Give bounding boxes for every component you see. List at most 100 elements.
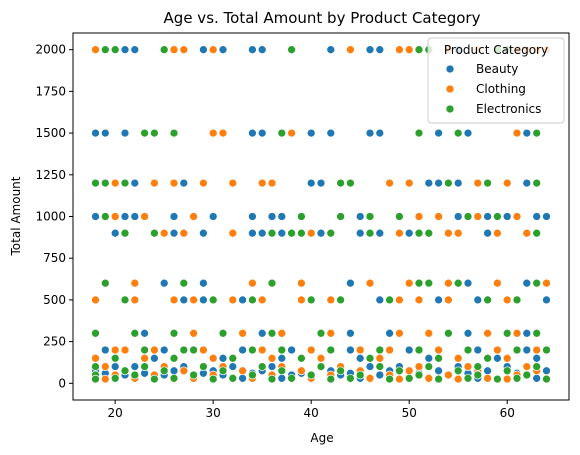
data-point-beauty-24	[130, 178, 140, 188]
data-point-clothing-135	[453, 374, 463, 384]
data-point-beauty-105	[169, 366, 179, 376]
data-point-clothing-104	[522, 362, 532, 371]
data-point-beauty-5	[248, 45, 257, 55]
data-point-clothing-74	[395, 328, 404, 338]
data-point-electronics-100	[130, 370, 140, 380]
data-point-clothing-53	[365, 278, 375, 288]
data-point-electronics-40	[100, 278, 110, 288]
data-point-clothing-129	[100, 374, 110, 384]
data-point-electronics-25	[336, 212, 345, 221]
data-point-electronics-110	[228, 373, 238, 383]
data-point-clothing-63	[257, 295, 267, 305]
data-point-electronics-122	[434, 374, 443, 384]
data-point-beauty-32	[91, 212, 100, 221]
data-point-electronics-38	[424, 228, 434, 238]
data-point-clothing-68	[444, 295, 453, 305]
data-point-electronics-34	[297, 228, 306, 238]
data-point-beauty-98	[267, 362, 277, 371]
y-axis-label: Total Amount	[9, 176, 23, 256]
data-point-clothing-7	[404, 45, 414, 55]
data-point-beauty-34	[130, 212, 140, 221]
data-point-electronics-26	[365, 212, 375, 221]
data-point-electronics-63	[532, 328, 542, 338]
legend-marker-beauty	[445, 64, 455, 74]
data-point-electronics-94	[277, 366, 287, 376]
data-point-electronics-111	[287, 373, 296, 383]
data-point-electronics-83	[140, 362, 149, 371]
data-point-electronics-95	[336, 366, 345, 376]
data-point-electronics-79	[365, 353, 375, 363]
data-point-electronics-54	[512, 295, 522, 305]
data-point-beauty-127	[375, 370, 385, 380]
data-point-beauty-68	[375, 295, 385, 305]
data-point-electronics-2	[159, 45, 169, 55]
data-point-beauty-39	[277, 212, 287, 221]
data-point-beauty-15	[257, 128, 267, 138]
data-point-electronics-35	[326, 228, 336, 238]
data-point-beauty-52	[316, 228, 326, 238]
data-point-clothing-16	[287, 128, 296, 138]
data-point-electronics-51	[336, 295, 345, 305]
data-point-beauty-75	[385, 328, 394, 338]
data-point-electronics-78	[297, 353, 306, 363]
data-point-beauty-56	[483, 228, 492, 238]
data-point-clothing-30	[502, 178, 512, 188]
y-tick-label: 1250	[35, 168, 66, 182]
data-point-beauty-64	[179, 295, 189, 305]
x-tick-label: 20	[108, 406, 123, 420]
data-point-electronics-48	[208, 295, 218, 305]
data-point-beauty-91	[424, 353, 434, 363]
data-point-clothing-125	[365, 373, 375, 383]
data-point-electronics-98	[502, 366, 512, 376]
data-point-electronics-70	[375, 345, 385, 355]
data-point-beauty-42	[483, 212, 492, 221]
data-point-clothing-55	[444, 278, 453, 288]
data-point-electronics-55	[91, 328, 100, 338]
data-point-electronics-85	[257, 362, 267, 371]
data-point-electronics-50	[306, 295, 316, 305]
data-point-clothing-61	[189, 295, 198, 305]
data-point-beauty-53	[355, 228, 365, 238]
data-point-clothing-45	[395, 228, 404, 238]
data-point-clothing-84	[355, 345, 365, 355]
data-point-electronics-75	[110, 353, 120, 363]
data-point-electronics-116	[91, 374, 100, 384]
data-point-beauty-49	[248, 228, 257, 238]
data-point-clothing-64	[297, 295, 306, 305]
data-point-clothing-77	[512, 328, 522, 338]
data-point-electronics-17	[120, 178, 130, 188]
data-point-clothing-93	[316, 353, 326, 363]
legend-label-electronics: Electronics	[476, 102, 541, 116]
data-point-beauty-48	[199, 228, 208, 238]
y-tick-label: 2000	[35, 43, 66, 57]
data-point-clothing-22	[228, 178, 238, 188]
data-point-electronics-22	[532, 178, 542, 188]
data-point-beauty-25	[179, 178, 189, 188]
data-point-electronics-36	[365, 228, 375, 238]
data-point-electronics-65	[179, 345, 189, 355]
data-point-electronics-121	[385, 374, 394, 384]
data-point-electronics-31	[150, 228, 159, 238]
data-point-electronics-68	[277, 345, 287, 355]
data-point-clothing-59	[130, 295, 140, 305]
data-point-electronics-73	[512, 345, 522, 355]
data-point-clothing-86	[434, 345, 443, 355]
legend-box	[427, 37, 565, 124]
data-point-beauty-83	[404, 345, 414, 355]
data-point-clothing-19	[150, 178, 159, 188]
data-point-electronics-108	[110, 373, 120, 383]
data-point-beauty-2	[130, 45, 140, 55]
data-point-clothing-83	[306, 345, 316, 355]
data-point-electronics-52	[385, 295, 394, 305]
data-point-electronics-39	[532, 228, 542, 238]
data-point-beauty-74	[346, 328, 355, 338]
data-point-beauty-95	[130, 362, 140, 371]
data-point-clothing-119	[444, 370, 453, 380]
data-point-beauty-21	[463, 128, 473, 138]
data-point-beauty-31	[522, 178, 532, 188]
data-point-electronics-86	[316, 362, 326, 371]
data-point-clothing-76	[483, 328, 492, 338]
data-point-beauty-89	[277, 353, 287, 363]
data-point-electronics-109	[169, 373, 179, 383]
